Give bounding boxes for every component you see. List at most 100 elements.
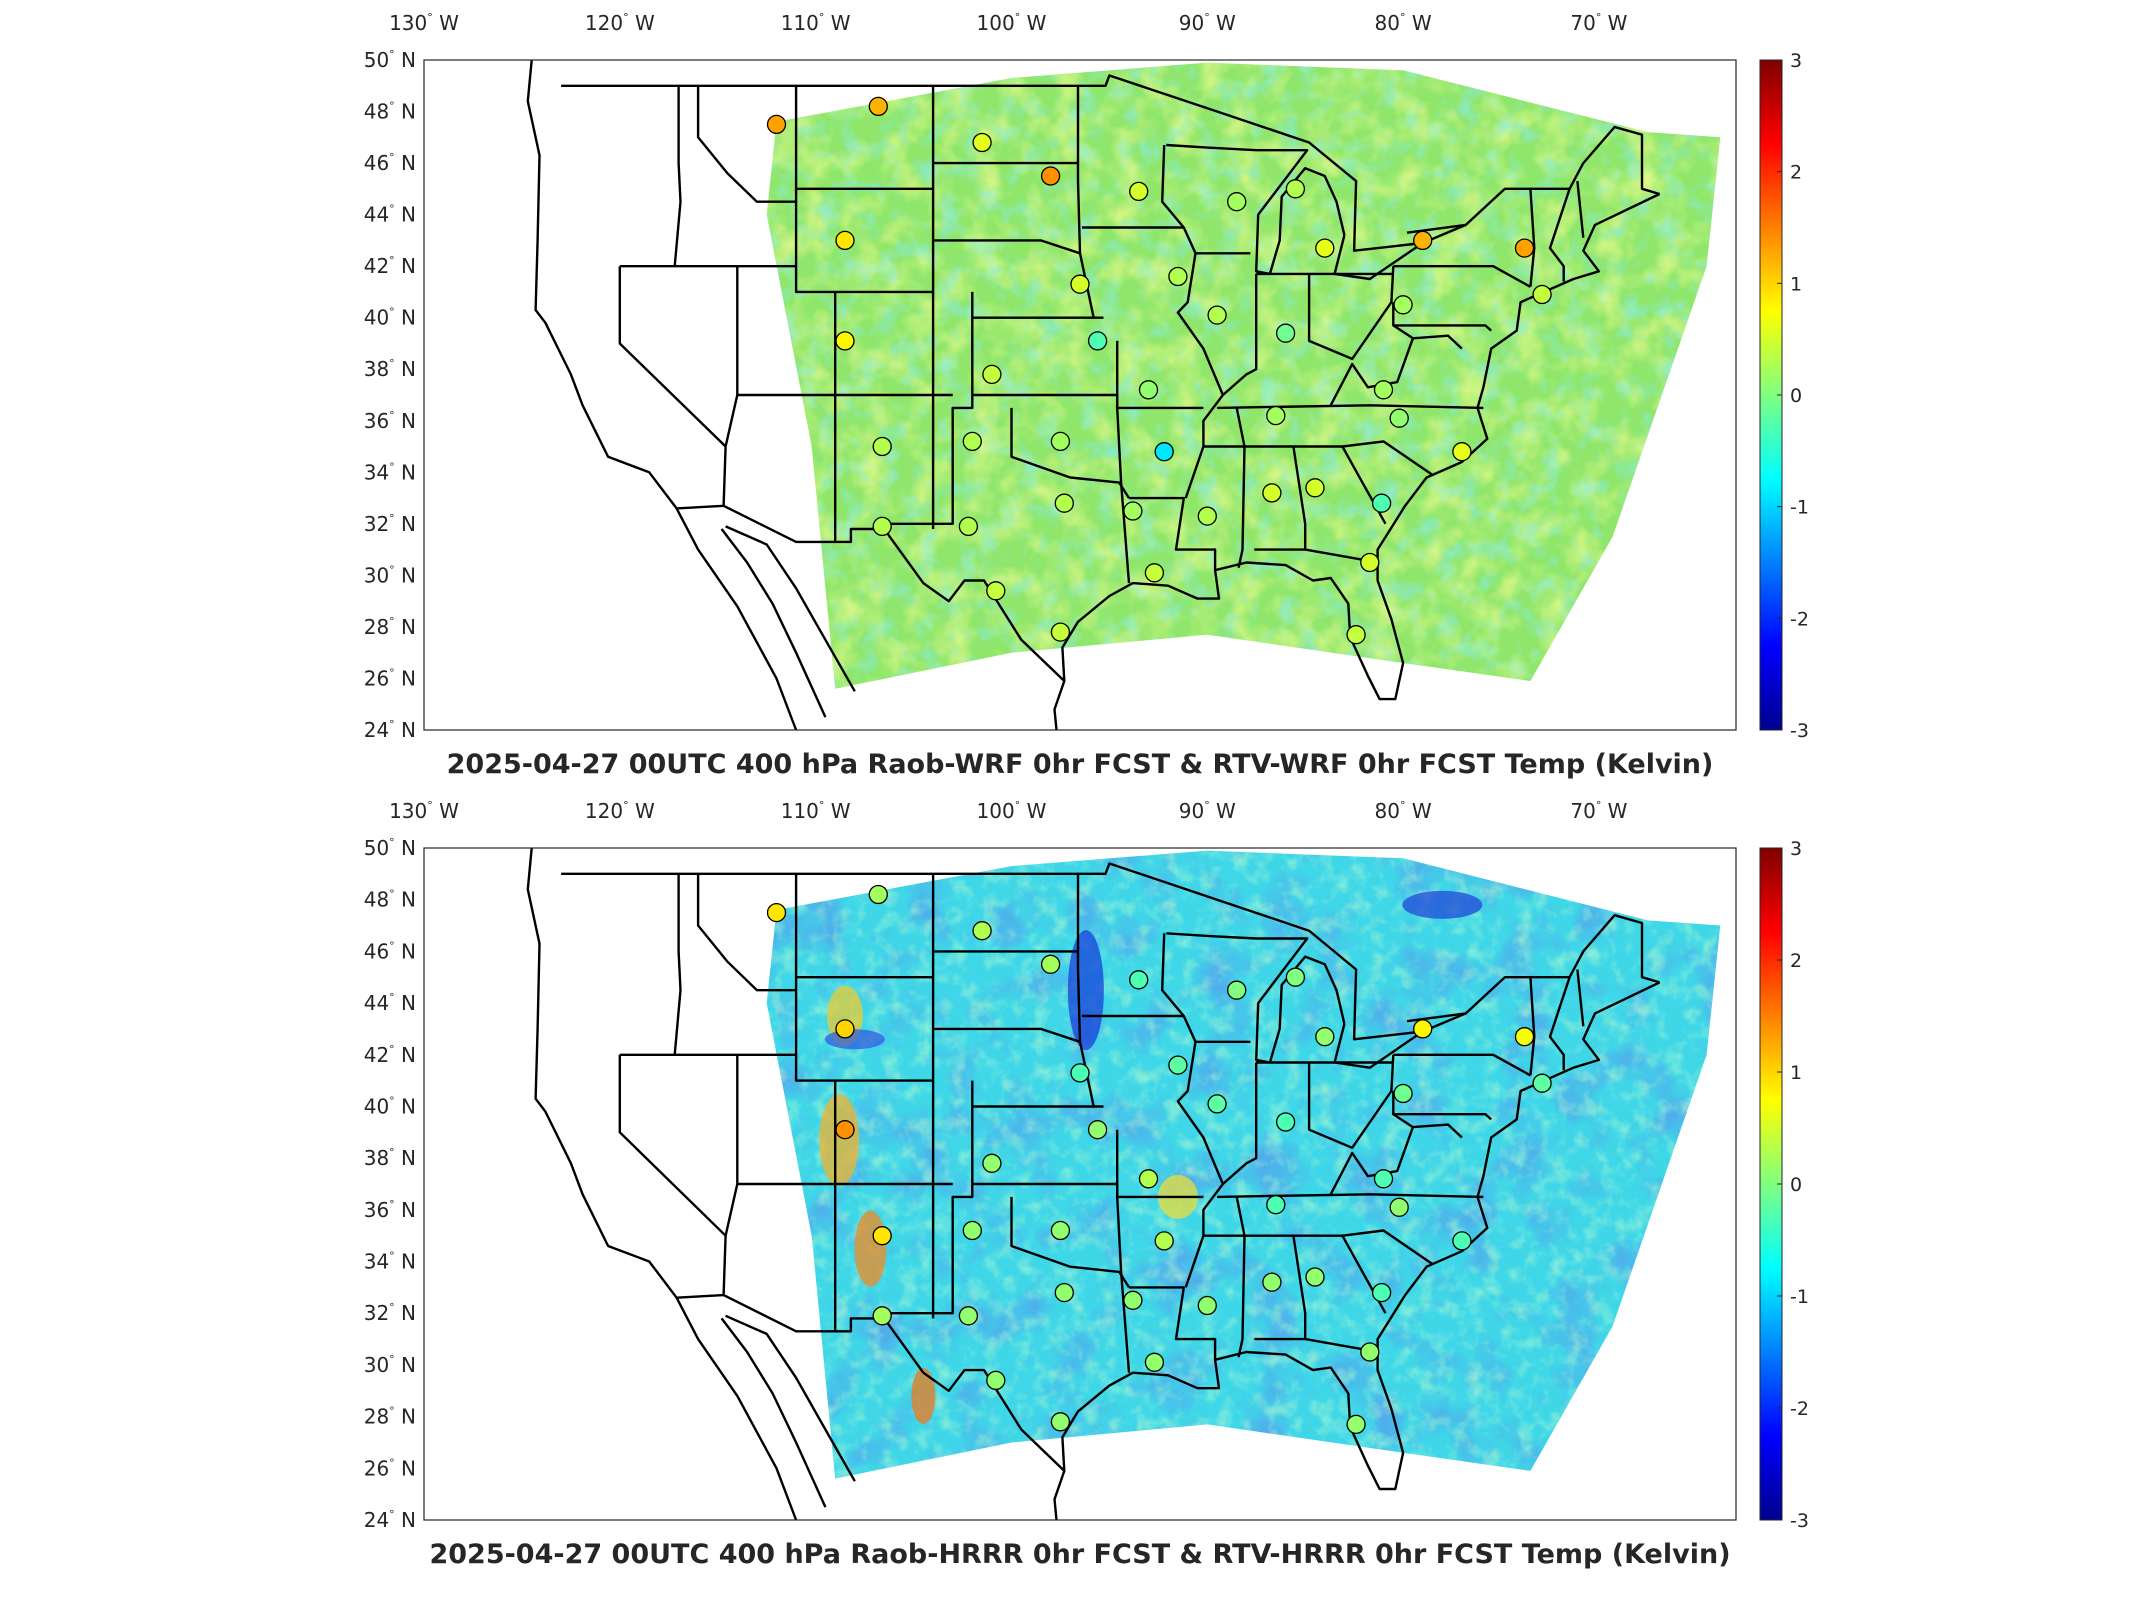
coastline [1053, 981, 1661, 1521]
state-border [1129, 1286, 1217, 1360]
lat-tick-label: 26° N [364, 666, 416, 690]
state-border [1235, 407, 1246, 568]
warm-anomaly-patch [819, 1094, 860, 1187]
raob-station-marker [1532, 1073, 1552, 1093]
raob-station-marker [982, 364, 1002, 385]
panel-title: 2025-04-27 00UTC 400 hPa Raob-WRF 0hr FC… [447, 749, 1714, 780]
lat-tick-label: 28° N [364, 1405, 416, 1429]
colorbar-tick-label: -1 [1790, 497, 1809, 519]
colorbar-tick-label: -3 [1790, 720, 1809, 742]
raob-station-marker [872, 1226, 892, 1246]
lon-tick-label: 130° W [389, 799, 459, 823]
raob-station-marker [1050, 1220, 1071, 1241]
coastline [1333, 234, 1424, 281]
raob-station-marker [1346, 1414, 1366, 1435]
lat-tick-label: 50° N [364, 48, 416, 72]
state-border [1203, 1229, 1434, 1266]
raob-station-marker [1266, 1195, 1286, 1215]
raob-station-marker [1413, 230, 1433, 251]
state-border [673, 85, 682, 267]
raob-station-marker [872, 516, 892, 537]
state-border [1529, 188, 1536, 287]
coastline [526, 59, 798, 731]
raob-station-marker [1070, 274, 1090, 294]
lon-tick-label: 120° W [585, 799, 655, 823]
state-border [1222, 273, 1258, 396]
raob-station-marker [1144, 563, 1165, 583]
state-border [1129, 496, 1217, 571]
raob-station-marker [1514, 238, 1535, 258]
colorbar: 3 2 1 0 -1 -2 -3 [1759, 50, 1809, 742]
raob-station-marker [1285, 179, 1306, 199]
raob-station-marker [1070, 1063, 1090, 1083]
raob-station-marker [1123, 1290, 1143, 1310]
state-border [1254, 446, 1307, 551]
raob-station-marker [872, 436, 892, 457]
raob-station-marker [1138, 1169, 1159, 1189]
colorbar-tick-label: 0 [1790, 385, 1802, 407]
raob-station-marker [1346, 625, 1366, 645]
state-border [794, 873, 934, 1082]
colorbar-tick-label: 2 [1790, 162, 1802, 184]
raob-station-marker [1050, 431, 1071, 452]
state-border [1548, 188, 1571, 282]
lat-tick-label: 44° N [364, 991, 416, 1015]
cold-anomaly-patch [824, 1029, 885, 1050]
raob-station-marker [1413, 1019, 1433, 1039]
raob-station-marker [1087, 331, 1108, 351]
raob-station-marker [1129, 181, 1149, 202]
lat-tick-label: 38° N [364, 1146, 416, 1170]
raob-station-marker [1514, 1027, 1535, 1047]
raob-station-marker [962, 1220, 982, 1241]
lat-tick-label: 42° N [364, 254, 416, 278]
lat-tick-label: 24° N [364, 1508, 416, 1532]
colorbar-tick-label: 3 [1790, 838, 1802, 860]
colorbar-tick-label: -1 [1790, 1286, 1809, 1308]
raob-station-marker [1532, 284, 1552, 305]
lon-tick-label: 100° W [977, 799, 1047, 823]
raob-station-marker [962, 431, 982, 452]
state-border [722, 1054, 739, 1296]
raob-station-marker [1087, 1120, 1108, 1140]
state-border [1307, 1054, 1395, 1149]
raob-station-marker [1275, 1112, 1296, 1132]
raob-station-marker [766, 902, 787, 923]
raob-station-marker [835, 1019, 855, 1039]
state-border [794, 85, 934, 294]
map-borders [526, 847, 1661, 1521]
raob-station-marker [958, 516, 979, 537]
raob-station-marker [1452, 1231, 1472, 1251]
lat-tick-label: 24° N [364, 718, 416, 742]
colorbar-tick-label: 3 [1790, 50, 1802, 72]
raob-station-marker [1138, 380, 1159, 400]
raob-station-marker [958, 1306, 979, 1326]
raob-station-marker [1040, 954, 1061, 974]
lat-tick-label: 48° N [364, 100, 416, 124]
lon-tick-label: 80° W [1375, 11, 1432, 35]
coastline [1333, 1023, 1424, 1069]
raob-station-marker [1227, 192, 1247, 212]
colorbar-tick-label: 0 [1790, 1174, 1802, 1196]
map-frame [423, 847, 1737, 1521]
state-border [1222, 1062, 1258, 1185]
raob-station-marker [1315, 238, 1335, 258]
state-border [1393, 1053, 1531, 1077]
lat-tick-label: 32° N [364, 512, 416, 536]
lat-tick-label: 36° N [364, 1198, 416, 1222]
state-border [1529, 977, 1536, 1076]
raob-station-marker [1262, 483, 1282, 503]
state-border [1116, 340, 1131, 584]
coastline [561, 862, 1660, 1041]
raob-station-marker [868, 96, 888, 117]
cold-anomaly-patch [1067, 930, 1104, 1051]
lat-tick-label: 26° N [364, 1456, 416, 1480]
colorbar: 3 2 1 0 -1 -2 -3 [1759, 838, 1809, 1532]
colorbar-tick-label: -3 [1790, 1510, 1809, 1532]
lon-tick-label: 70° W [1570, 11, 1627, 35]
raob-stations [766, 884, 1552, 1435]
lon-tick-label: 130° W [389, 11, 459, 35]
raob-station-marker [1154, 442, 1174, 462]
lat-tick-label: 34° N [364, 460, 416, 484]
warm-anomaly-patch [911, 1367, 936, 1424]
raob-station-marker [1373, 1169, 1394, 1189]
